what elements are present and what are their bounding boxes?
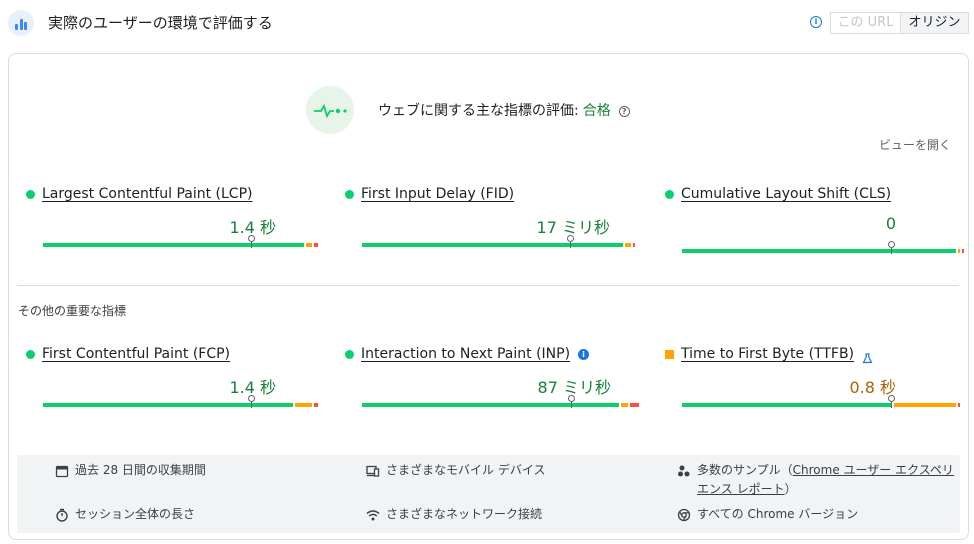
metric-cls: Cumulative Layout Shift (CLS) 0 [665, 184, 965, 254]
crux-logo-icon [8, 10, 34, 36]
segment-poor [962, 249, 965, 253]
divider [17, 285, 959, 286]
metric-name[interactable]: Cumulative Layout Shift (CLS) [681, 186, 892, 202]
metric-lcp: Largest Contentful Paint (LCP) 1.4 秒 [26, 184, 318, 248]
metric-inp: Interaction to Next Paint (INP) i 87 ミリ秒 [345, 344, 639, 408]
segment-good [362, 243, 624, 247]
other-metrics-label: その他の重要な指標 [18, 304, 127, 318]
calendar-icon [55, 464, 69, 478]
metric-name[interactable]: Time to First Byte (TTFB) [681, 346, 855, 362]
metric-fcp: First Contentful Paint (FCP) 1.4 秒 [26, 344, 318, 408]
distribution-bar [362, 235, 639, 248]
segment-poor [958, 403, 961, 407]
cwv-assessment: ウェブに関する主な指標の評価: 合格? [306, 86, 630, 134]
segment-poor [633, 243, 636, 247]
p75-marker [568, 395, 576, 402]
segment-needs-improvement [306, 243, 313, 247]
network-info: さまざまなネットワーク接続 [366, 505, 542, 524]
metric-name[interactable]: Largest Contentful Paint (LCP) [42, 186, 253, 202]
p75-marker-line [891, 402, 893, 408]
p75-marker-line [891, 248, 893, 254]
segment-good [362, 403, 620, 407]
crux-report-link[interactable]: Chrome ユーザー エクスペリエンス レポート [697, 463, 954, 496]
segment-good [682, 403, 893, 407]
toggle-origin-button[interactable]: オリジン [901, 12, 969, 34]
field-data-header: 実際のユーザーの環境で評価する i この URL オリジン [0, 0, 974, 44]
segment-needs-improvement [621, 403, 628, 407]
help-icon[interactable]: ? [618, 106, 630, 117]
distribution-bar [43, 235, 320, 248]
metric-value: 0 [885, 214, 896, 233]
expand-view-link[interactable]: ビューを開く [878, 138, 951, 152]
sample-info: 多数のサンプル（Chrome ユーザー エクスペリエンス レポート） [677, 461, 957, 499]
data-collection-info: 過去 28 日間の収集期間 さまざまなモバイル デバイス 多数のサンプル（Chr… [17, 455, 960, 533]
section-title: 実際のユーザーの環境で評価する [48, 14, 273, 32]
segment-needs-improvement [958, 249, 961, 253]
status-good-icon [26, 349, 35, 359]
distribution-bar [682, 395, 961, 408]
assessment-result: 合格 [582, 103, 611, 119]
timer-icon [55, 508, 69, 522]
p75-marker [888, 395, 896, 402]
chrome-version-info: すべての Chrome バージョン [677, 505, 858, 524]
pulse-icon [306, 86, 354, 134]
segment-good [43, 403, 294, 407]
segment-needs-improvement [295, 403, 313, 407]
p75-marker [566, 235, 574, 242]
segment-good [43, 243, 305, 247]
distribution-bar [43, 395, 320, 408]
segment-poor [629, 403, 639, 407]
metric-value: 1.4 秒 [229, 218, 276, 237]
p75-marker [247, 395, 255, 402]
segment-needs-improvement [894, 403, 957, 407]
p75-marker [247, 235, 255, 242]
metric-name[interactable]: First Contentful Paint (FCP) [42, 346, 231, 362]
assessment-label: ウェブに関する主な指標の評価: [378, 103, 579, 119]
p75-marker-line [250, 242, 252, 248]
metric-value: 87 ミリ秒 [537, 378, 611, 397]
status-good-icon [665, 189, 674, 199]
wifi-icon [366, 508, 380, 522]
group-icon [677, 464, 691, 478]
metric-ttfb: Time to First Byte (TTFB) 0.8 秒 [665, 344, 961, 408]
distribution-bar [362, 395, 641, 408]
devices-icon [366, 464, 380, 478]
p75-marker-line [569, 242, 571, 248]
status-average-icon [665, 349, 674, 359]
status-good-icon [26, 189, 35, 199]
segment-needs-improvement [625, 243, 632, 247]
info-icon[interactable]: i [810, 16, 822, 28]
p75-marker-line [250, 402, 252, 408]
info-icon[interactable]: i [578, 348, 590, 360]
segment-poor [314, 403, 318, 407]
segment-good [682, 249, 957, 253]
status-good-icon [345, 189, 354, 199]
metric-fid: First Input Delay (FID) 17 ミリ秒 [345, 184, 636, 248]
status-good-icon [345, 349, 354, 359]
p75-marker-line [571, 402, 573, 408]
metric-name[interactable]: Interaction to Next Paint (INP) [361, 346, 571, 362]
metric-value: 17 ミリ秒 [536, 218, 610, 237]
p75-marker [888, 241, 896, 248]
metric-value: 0.8 秒 [849, 378, 896, 397]
metric-name[interactable]: First Input Delay (FID) [361, 186, 515, 202]
distribution-bar [682, 241, 965, 254]
flask-icon[interactable] [862, 349, 873, 363]
url-origin-toggle: この URL オリジン [830, 12, 969, 34]
collection-period: 過去 28 日間の収集期間 [55, 461, 206, 480]
segment-poor [314, 243, 318, 247]
session-info: セッション全体の長さ [55, 505, 195, 524]
field-data-card: ウェブに関する主な指標の評価: 合格? ビューを開く Largest Conten… [8, 53, 969, 540]
device-info: さまざまなモバイル デバイス [366, 461, 545, 480]
metric-value: 1.4 秒 [229, 378, 276, 397]
chrome-icon [677, 508, 691, 522]
toggle-url-button[interactable]: この URL [830, 12, 901, 34]
